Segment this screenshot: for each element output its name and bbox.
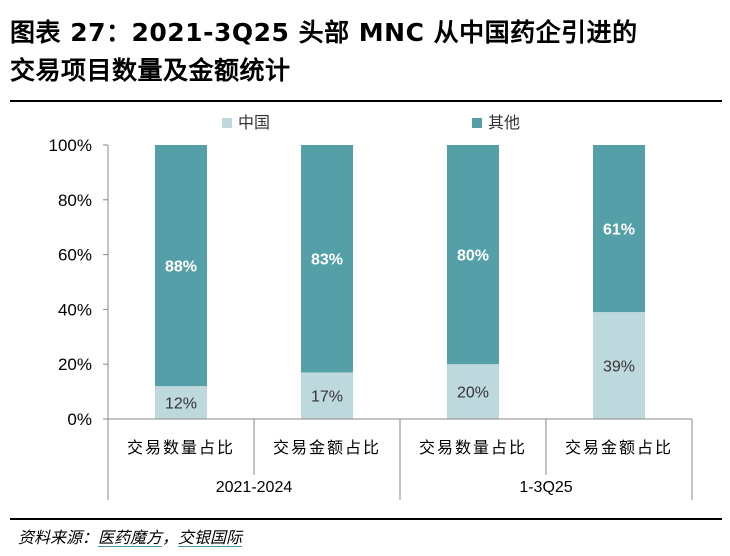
x-category-label: 交易金额占比 (565, 439, 673, 457)
footer-divider (10, 518, 722, 520)
x-category-label: 交易数量占比 (127, 439, 235, 457)
data-label-china-4: 39% (603, 359, 635, 376)
y-tick-label: 20% (58, 355, 92, 374)
x-category-label: 交易数量占比 (419, 439, 527, 457)
x-group-label-2: 1-3Q25 (519, 479, 572, 496)
data-label-other-3: 80% (457, 248, 489, 265)
y-tick-label: 0% (67, 410, 92, 429)
bar-other-3 (447, 145, 499, 365)
bar-china-4 (593, 312, 645, 419)
data-label-china-1: 12% (165, 396, 197, 413)
y-tick-label: 60% (58, 246, 92, 265)
bar-other-2 (301, 145, 353, 373)
data-label-china-2: 17% (311, 389, 343, 406)
y-tick-label: 100% (49, 136, 92, 155)
source-name-1: 医药魔方 (98, 528, 163, 547)
legend-china-label: 中国 (238, 114, 270, 132)
x-group-label-1: 2021-2024 (216, 479, 293, 496)
legend-china-swatch (222, 118, 232, 128)
chart-title: 图表 27：2021-3Q25 头部 MNC 从中国药企引进的 交易项目数量及金… (10, 14, 722, 90)
bar-other-1 (155, 145, 207, 387)
data-label-other-4: 61% (603, 222, 635, 239)
data-label-other-2: 83% (311, 252, 343, 269)
bar-other-4 (593, 145, 645, 313)
bar-china-3 (447, 364, 499, 419)
source-note: 资料来源：医药魔方，交银国际 (18, 524, 242, 548)
data-label-other-1: 88% (165, 259, 197, 276)
title-divider (10, 100, 722, 102)
title-line-2: 交易项目数量及金额统计 (10, 56, 291, 85)
legend-other-label: 其他 (488, 114, 520, 132)
source-name-2: 交银国际 (178, 528, 243, 547)
source-prefix: 资料来源： (18, 528, 99, 547)
y-tick-label: 80% (58, 191, 92, 210)
x-category-label: 交易金额占比 (273, 439, 381, 457)
title-line-1: 图表 27：2021-3Q25 头部 MNC 从中国药企引进的 (10, 18, 638, 47)
data-label-china-3: 20% (457, 385, 489, 402)
legend-other-swatch (472, 118, 482, 128)
bar-china-2 (301, 372, 353, 419)
bar-china-1 (155, 386, 207, 419)
source-separator: ， (162, 528, 179, 547)
y-tick-label: 40% (58, 300, 92, 319)
stacked-bar-chart: 0% 20% 40% 60% 80% 100% 中国 其他 12% 88% 17% 83% 20% 80%… (49, 114, 693, 500)
